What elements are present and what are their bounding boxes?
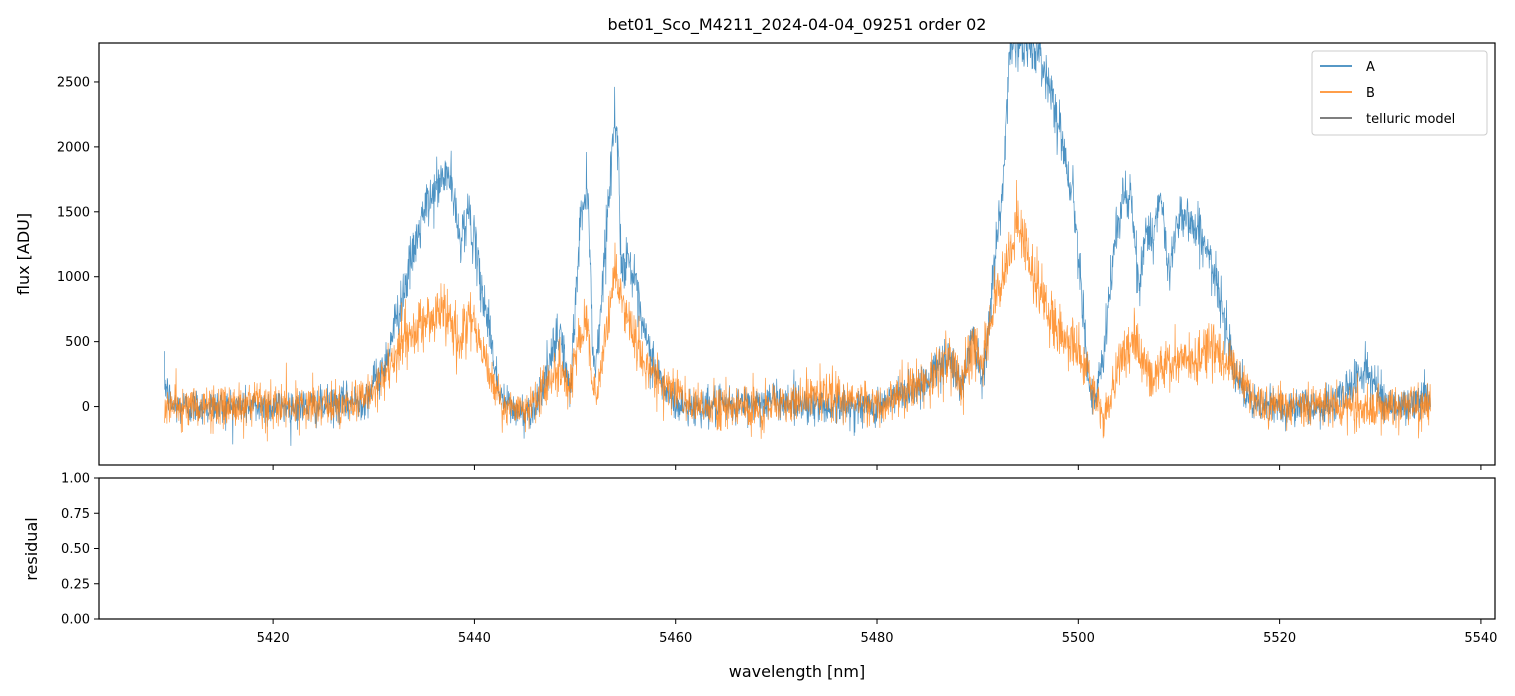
flux-y-tick-label: 1000 — [57, 270, 90, 285]
residual-y-tick-label: 0.25 — [61, 577, 90, 592]
x-tick-label: 5420 — [257, 631, 290, 646]
flux-y-tick-label: 2500 — [57, 75, 90, 90]
series-line-a — [164, 43, 1431, 446]
flux-panel: 0 500 1000 1500 2000 2500 flux [ADU] A B tell… — [14, 42, 1496, 470]
legend-label-telluric: telluric model — [1366, 112, 1455, 127]
residual-y-ticks: 0.00 0.25 0.50 0.75 1.00 — [61, 472, 99, 628]
flux-y-label: flux [ADU] — [14, 213, 33, 295]
chart-title: bet01_Sco_M4211_2024-04-04_09251 order 0… — [608, 15, 987, 35]
flux-panel-frame — [98, 42, 1496, 466]
x-tick-label: 5460 — [659, 631, 692, 646]
flux-series-group — [164, 43, 1431, 446]
x-axis-label: wavelength [nm] — [729, 662, 866, 681]
x-tick-label: 5540 — [1464, 631, 1497, 646]
x-tick-label: 5520 — [1263, 631, 1296, 646]
flux-y-tick-label: 0 — [82, 400, 90, 415]
residual-panel-frame — [98, 477, 1496, 620]
residual-y-tick-label: 0.75 — [61, 507, 90, 522]
flux-x-ticks — [272, 465, 1482, 470]
residual-x-ticks: 5420 5440 5460 5480 5500 5520 5540 — [257, 619, 1497, 646]
flux-y-tick-label: 500 — [65, 335, 90, 350]
x-tick-label: 5480 — [860, 631, 893, 646]
flux-y-ticks: 0 500 1000 1500 2000 2500 — [57, 75, 99, 415]
legend-label-b: B — [1366, 86, 1375, 101]
series-line-b — [164, 179, 1431, 442]
residual-y-label: residual — [22, 517, 41, 580]
legend: A B telluric model — [1311, 50, 1488, 136]
residual-y-tick-label: 0.00 — [61, 613, 90, 628]
x-tick-label: 5440 — [458, 631, 491, 646]
x-tick-label: 5500 — [1062, 631, 1095, 646]
residual-y-tick-label: 1.00 — [61, 472, 90, 487]
residual-panel: 0.00 0.25 0.50 0.75 1.00 5420 5440 5460 5480 550… — [22, 472, 1497, 682]
legend-frame — [1311, 50, 1488, 136]
residual-y-tick-label: 0.50 — [61, 542, 90, 557]
flux-y-tick-label: 2000 — [57, 140, 90, 155]
flux-y-tick-label: 1500 — [57, 205, 90, 220]
legend-label-a: A — [1366, 60, 1375, 75]
